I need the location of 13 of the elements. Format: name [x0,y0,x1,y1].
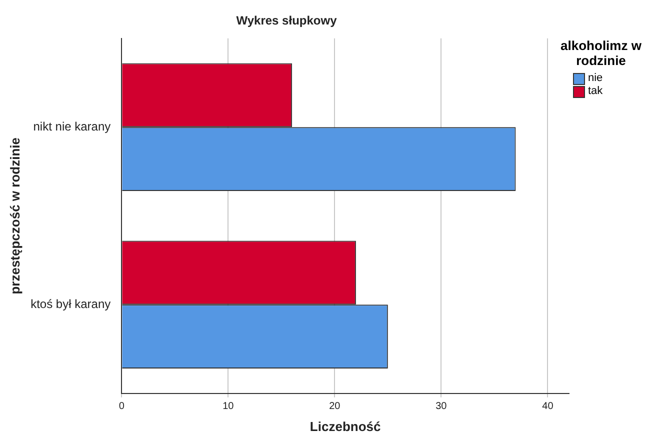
y-axis-title: przestępczość w rodzinie [7,138,22,294]
legend-label: tak [588,85,603,98]
x-axis-title: Liczebność [310,418,381,434]
x-tick-label: 0 [118,401,125,412]
legend-label: nie [588,72,603,85]
legend-title: alkoholimz w rodzinie [560,38,642,68]
chart-title: Wykres słupkowy [236,14,338,28]
y-tick-label: nikt nie karany [33,119,111,134]
x-tick-label: 10 [222,401,234,412]
x-tick-label: 20 [329,401,341,412]
x-tick-label: 30 [436,401,448,412]
y-tick-label: ktoś był karany [30,296,111,311]
x-tick-label: 40 [542,401,554,412]
